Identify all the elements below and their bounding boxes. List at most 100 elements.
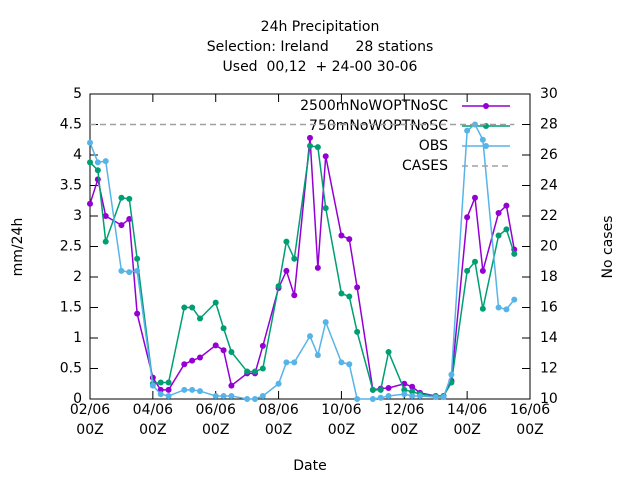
data-point [126,216,133,223]
y-tick-label: 4 [73,147,82,163]
data-point [134,267,141,274]
data-point [252,368,258,375]
data-point [338,290,345,297]
y2-tick-label: 30 [540,86,558,102]
data-point [385,392,392,399]
data-point [126,269,133,276]
data-point [197,388,203,395]
data-point [87,159,93,166]
data-point [346,293,353,300]
y2-tick-label: 18 [540,269,558,285]
data-point [409,392,416,399]
data-point [94,176,101,183]
y2-tick-label: 16 [540,300,558,316]
data-point [102,238,109,245]
data-point [181,386,188,393]
x-tick-label: 16/06 00Z [509,402,551,438]
data-point [409,388,416,395]
y2-tick-label: 22 [540,208,558,224]
data-point [220,392,227,399]
chart-subtitle: Used 00,12 + 24-00 30-06 [223,59,418,75]
data-point [189,304,196,311]
data-point [87,139,93,146]
data-point [314,264,321,271]
data-point [275,380,282,387]
data-point [94,167,101,174]
data-point [259,342,266,349]
series-line [89,123,515,400]
data-point [118,222,125,229]
data-point [102,213,109,219]
data-point [149,382,156,389]
y-tick-label: 1.5 [60,300,82,316]
data-point [228,392,235,399]
data-point [464,267,471,274]
data-point [181,304,188,311]
data-point [228,382,235,389]
data-point [338,359,345,366]
data-point [511,250,518,257]
legend-marker [483,103,489,109]
data-point [503,306,510,313]
data-point [369,386,376,393]
data-point [118,194,125,201]
data-point [212,392,219,399]
data-point [189,386,196,393]
data-point [259,365,266,372]
x-tick-label: 14/06 00Z [446,402,488,438]
y2-tick-label: 28 [540,117,558,133]
data-point [307,142,313,149]
y-tick-label: 1 [73,330,82,346]
y2-tick-label: 20 [540,239,558,255]
data-point [165,386,172,393]
y-tick-label: 0.5 [60,361,82,377]
data-point [377,386,384,393]
legend-label: CASES [402,158,448,174]
y-tick-label: 4.5 [60,117,82,133]
data-point [307,333,313,340]
chart-subtitle: Selection: Ireland 28 stations [207,39,434,55]
data-point [197,315,203,322]
data-point [291,292,298,299]
data-point [126,195,133,202]
data-point [354,328,361,335]
data-point [291,359,298,366]
data-point [94,159,101,166]
y-tick-label: 2.5 [60,239,82,255]
data-point [244,396,251,402]
data-point [157,379,164,386]
data-point [385,385,392,392]
y-tick-label: 5 [73,86,82,102]
y-tick-label: 3.5 [60,178,82,194]
data-point [87,200,93,207]
x-tick-label: 12/06 00Z [384,402,425,438]
x-axis-label: Date [293,458,326,474]
data-point [377,394,384,401]
data-point [118,267,125,274]
y2-tick-label: 10 [540,391,558,407]
data-point [181,361,188,368]
data-point [283,359,290,366]
data-point [283,267,290,274]
data-point [503,202,510,209]
legend-label: OBS [419,138,448,154]
series-line [89,137,516,397]
data-point [220,325,227,332]
legend-marker [483,143,489,149]
y2-tick-label: 24 [540,178,558,194]
x-tick-label: 04/06 00Z [132,402,174,438]
data-point [322,319,329,326]
data-point [322,205,329,212]
data-point [322,153,329,160]
data-point [511,296,518,303]
data-point [283,238,290,245]
data-point [220,347,227,354]
data-point [338,232,345,239]
y2-tick-label: 14 [540,330,558,346]
y-tick-label: 2 [73,269,82,285]
data-point [464,214,471,221]
y-tick-label: 0 [73,391,82,407]
data-point [495,304,502,311]
data-point [259,392,266,399]
